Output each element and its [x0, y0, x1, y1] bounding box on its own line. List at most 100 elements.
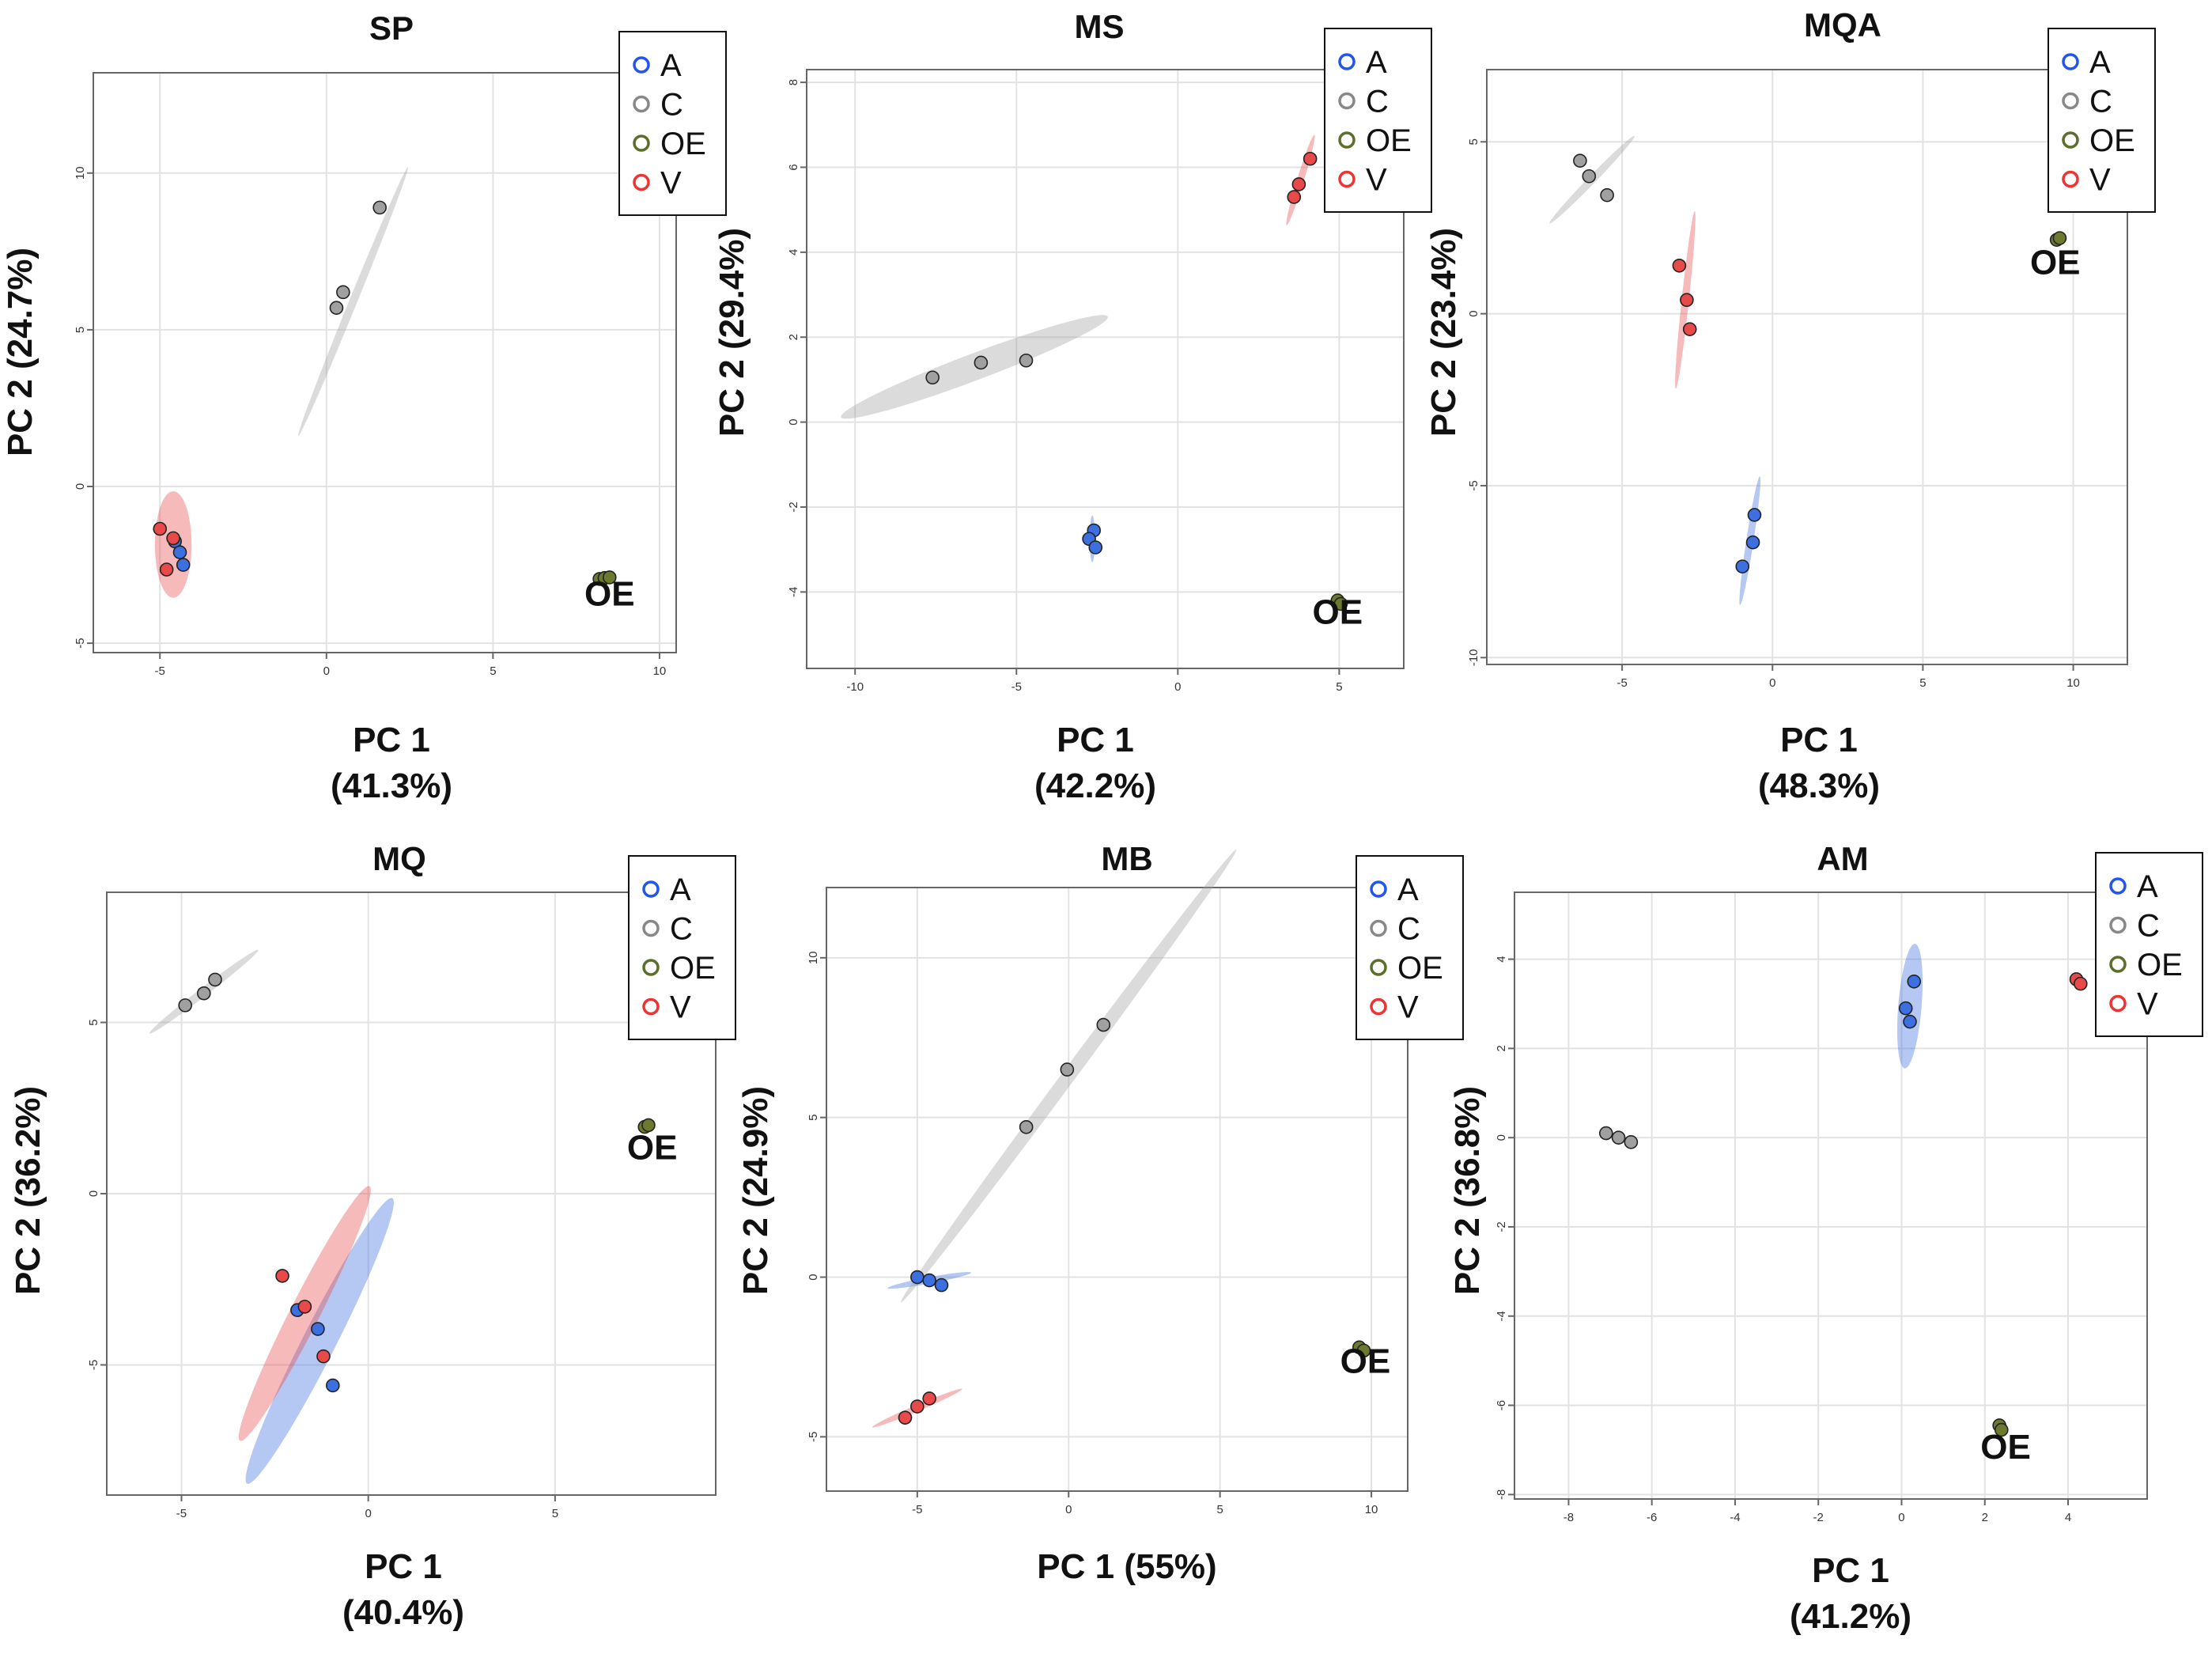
point-v: [1303, 151, 1318, 166]
legend: AC OE V: [2048, 28, 2156, 213]
point-v: [275, 1269, 289, 1283]
legend-marker-oe: [633, 134, 650, 152]
legend-label-oe: OE: [660, 127, 706, 161]
legend-marker-a: [1370, 880, 1387, 898]
point-v: [166, 531, 180, 546]
legend-label-a: A: [1397, 873, 1419, 907]
y-tick-label: -5: [807, 1432, 820, 1442]
point-a: [1747, 508, 1762, 522]
point-v: [898, 1410, 913, 1425]
annotation-label: OE: [584, 575, 635, 614]
x-axis-label: (42.2%): [1034, 767, 1156, 805]
x-tick-label: -5: [1616, 676, 1627, 690]
point-v: [1680, 293, 1694, 308]
legend: AC OE V: [628, 855, 736, 1040]
y-tick-label: 0: [807, 1274, 820, 1280]
legend-marker-c: [1338, 92, 1356, 110]
legend-marker-v: [633, 173, 650, 191]
y-tick-label: 0: [87, 1191, 100, 1197]
x-axis-label: PC 1 (55%): [1037, 1547, 1216, 1586]
point-a: [176, 558, 191, 572]
legend-label-c: C: [660, 88, 683, 123]
legend-label-v: V: [2089, 163, 2111, 198]
point-oe: [602, 570, 617, 585]
x-tick-label: 2: [1982, 1511, 1988, 1524]
x-tick-label: -8: [1564, 1511, 1574, 1524]
point-oe: [1333, 596, 1348, 611]
legend-label-oe: OE: [2089, 123, 2135, 158]
chart-title: SP: [369, 9, 414, 47]
y-axis-label: PC 2 (36.2%): [9, 1086, 47, 1295]
legend-label-oe: OE: [2137, 948, 2183, 982]
legend-label-oe: OE: [1397, 951, 1443, 986]
legend-marker-v: [1338, 170, 1356, 188]
x-tick-label: 5: [552, 1507, 558, 1520]
legend-box: [1324, 28, 1432, 213]
point-c: [1060, 1062, 1075, 1077]
plot-frame: [1514, 891, 2148, 1500]
point-a: [311, 1322, 325, 1336]
x-axis-label: PC 1: [1780, 721, 1858, 759]
chart-title: MB: [1101, 840, 1152, 877]
point-c: [925, 370, 940, 385]
x-axis-label: PC 1: [1812, 1551, 1889, 1590]
legend-label-v: V: [660, 166, 682, 201]
y-tick-label: -10: [1467, 649, 1480, 666]
y-tick-label: -2: [1495, 1221, 1508, 1232]
legend-label-c: C: [2137, 909, 2160, 944]
ellipse-c: [841, 315, 1109, 419]
legend-marker-oe: [2109, 956, 2127, 973]
point-c: [1624, 1135, 1639, 1149]
y-tick-label: 5: [87, 1019, 100, 1025]
x-axis-label: (41.2%): [1790, 1597, 1911, 1636]
legend: AC OE V: [618, 31, 727, 216]
y-axis-label: PC 2 (24.9%): [736, 1086, 775, 1295]
y-tick-label: -5: [87, 1360, 100, 1370]
y-tick-label: 5: [74, 327, 87, 333]
y-axis-label: PC 2 (36.8%): [1448, 1086, 1487, 1295]
y-tick-label: 10: [74, 166, 87, 180]
y-tick-label: 0: [787, 418, 800, 425]
legend-marker-v: [642, 997, 660, 1016]
legend-box: [1356, 855, 1464, 1040]
ellipse-c: [297, 167, 409, 437]
x-tick-label: 0: [1769, 676, 1775, 690]
x-tick-label: 0: [1065, 1503, 1072, 1516]
x-tick-label: 10: [2066, 676, 2080, 690]
point-a: [1907, 974, 1922, 989]
point-c: [1611, 1130, 1626, 1145]
y-tick-label: -4: [787, 587, 800, 597]
annotation-label: OE: [1313, 593, 1363, 632]
point-c: [1573, 153, 1587, 168]
chart-panel-am: -8 -6 -4 -2 0 2 4 -8 -6 -4 -2 0 2 4 OE AM PC 1 (41.2%) PC …: [1448, 840, 2203, 1636]
y-axis-label: PC 2 (29.4%): [713, 228, 751, 437]
y-tick-label: 0: [1467, 310, 1480, 316]
point-c: [197, 986, 211, 1001]
y-tick-label: 5: [807, 1114, 820, 1120]
legend: AC OE V: [1356, 855, 1464, 1040]
point-c: [1582, 168, 1597, 184]
annotation-label: OE: [1340, 1342, 1391, 1381]
point-c: [329, 301, 344, 315]
legend-marker-v: [2062, 170, 2079, 188]
plot-frame: [1486, 69, 2128, 665]
point-oe: [641, 1118, 656, 1133]
legend-box: [628, 855, 736, 1040]
y-axis-label: PC 2 (23.4%): [1424, 228, 1463, 437]
plot-frame: [93, 72, 677, 653]
point-c: [336, 285, 350, 300]
point-a: [1088, 540, 1103, 555]
y-tick-label: -5: [1467, 480, 1480, 490]
plot-frame: [826, 887, 1408, 1492]
y-tick-label: 2: [1495, 1045, 1508, 1051]
x-tick-label: -4: [1730, 1511, 1740, 1524]
x-tick-label: -6: [1647, 1511, 1657, 1524]
annotation-label: OE: [2030, 244, 2081, 282]
point-c: [372, 200, 387, 215]
point-oe: [1356, 1343, 1371, 1358]
legend-label-v: V: [1397, 990, 1419, 1025]
legend-label-oe: OE: [1366, 123, 1412, 158]
legend: AC OE V: [1324, 28, 1432, 213]
legend-marker-a: [1338, 53, 1356, 70]
